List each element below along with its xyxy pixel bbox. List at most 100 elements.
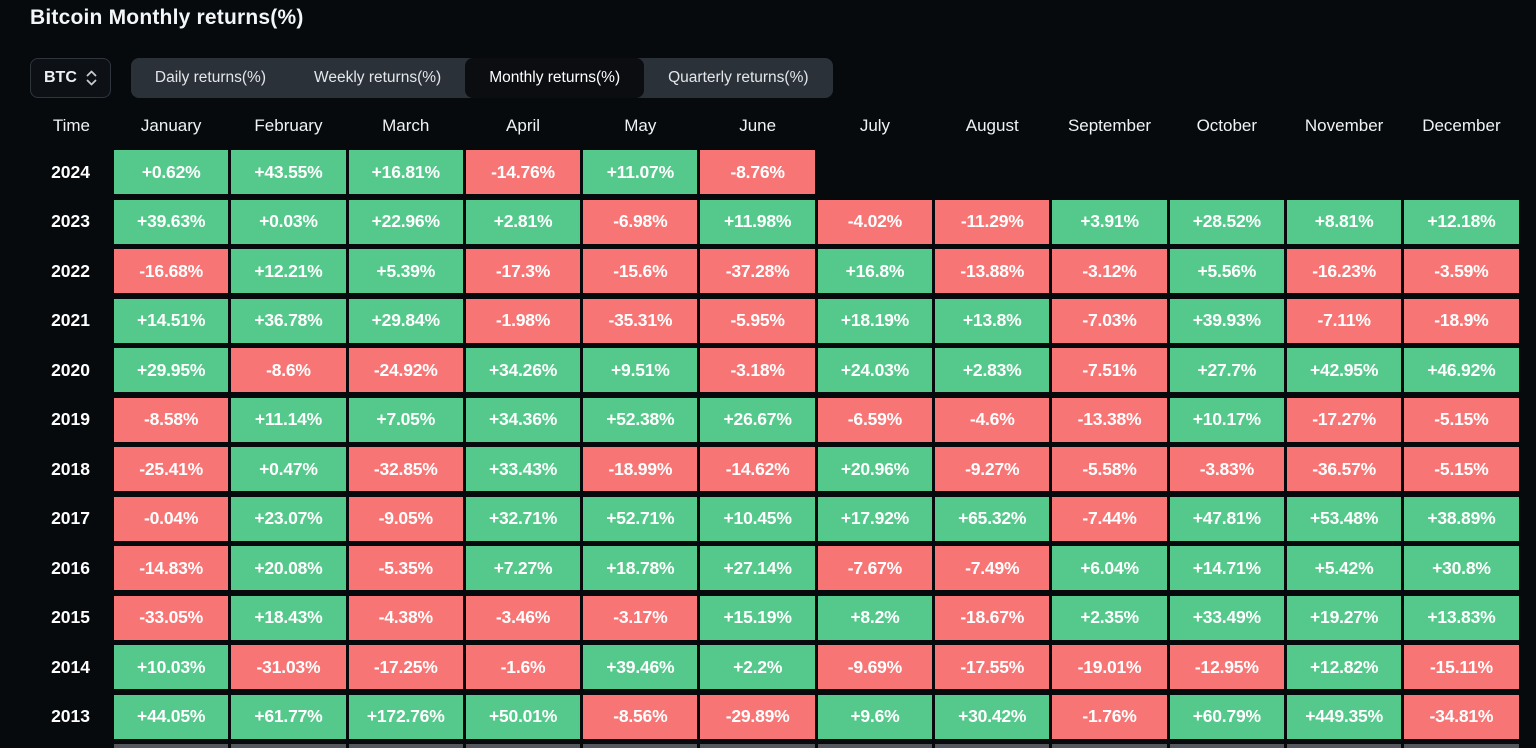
return-cell: -7.51%	[1052, 348, 1167, 392]
controls-bar: BTC Daily returns(%) Weekly returns(%) Mon…	[30, 58, 833, 98]
return-cell: -6.98%	[583, 199, 698, 244]
table-row: 2019 -8.58% +11.14% +7.05% +34.36% +52.38% +26…	[0, 397, 1536, 442]
return-cell: +28.52%	[1169, 199, 1284, 244]
table-body: 2024 +0.62% +43.55% +16.81% -14.76% +11.07% -8…	[0, 150, 1536, 748]
return-cell: +29.84%	[348, 298, 463, 343]
return-cell: +12.18%	[1404, 199, 1519, 244]
return-cell: +36.78%	[231, 298, 346, 343]
month-column-header: September	[1067, 116, 1152, 135]
empty-cell	[935, 150, 1049, 194]
time-column-header: Time	[52, 116, 90, 135]
return-cell: -18.9%	[1404, 298, 1519, 343]
return-cell: -1.76%	[1052, 694, 1167, 739]
return-cell: -5.95%	[700, 298, 815, 343]
return-cell: +9.51%	[583, 348, 698, 392]
return-cell: -3.83%	[1169, 447, 1284, 491]
return-cell: +34.36%	[465, 397, 581, 442]
empty-cell	[1404, 150, 1518, 194]
return-cell: +53.48%	[1286, 496, 1402, 541]
return-cell: -4.38%	[348, 595, 463, 640]
table-row: 2020 +29.95% -8.6% -24.92% +34.26% +9.51% -3.1…	[0, 348, 1536, 392]
return-cell: +52.38%	[583, 397, 698, 442]
return-cell: -1.6%	[465, 645, 581, 689]
table-row: 2014 +10.03% -31.03% -17.25% -1.6% +39.46% +2.…	[0, 645, 1536, 689]
return-cell-clipped	[583, 744, 698, 748]
return-cell: +38.89%	[1404, 496, 1519, 541]
return-cell-clipped	[114, 744, 229, 748]
return-cell: -12.95%	[1169, 645, 1284, 689]
empty-cell	[1052, 150, 1166, 194]
empty-cell	[818, 150, 932, 194]
return-cell: -7.03%	[1052, 298, 1167, 343]
row-year-label: 2015	[51, 607, 90, 627]
return-cell: +32.71%	[465, 496, 581, 541]
tab-quarterly-returns[interactable]: Quarterly returns(%)	[668, 69, 809, 86]
return-cell-clipped	[1052, 744, 1167, 748]
return-cell-clipped	[231, 744, 346, 748]
return-cell: -9.27%	[935, 447, 1050, 491]
return-cell-clipped	[1169, 744, 1284, 748]
return-cell: -9.69%	[817, 645, 933, 689]
tab-monthly-returns[interactable]: Monthly returns(%)	[465, 58, 645, 98]
updown-chevron-icon	[86, 69, 97, 87]
return-cell: -3.12%	[1052, 249, 1167, 293]
return-cell: -7.49%	[935, 546, 1050, 590]
return-cell: -29.89%	[700, 694, 815, 739]
return-cell: -17.3%	[465, 249, 581, 293]
return-cell: -4.02%	[817, 199, 933, 244]
return-cell: +61.77%	[231, 694, 346, 739]
row-year-label: 2013	[51, 706, 90, 726]
return-cell: -33.05%	[114, 595, 229, 640]
table-row: 2018 -25.41% +0.47% -32.85% +33.43% -18.99% -1…	[0, 447, 1536, 491]
return-cell: +8.81%	[1286, 199, 1402, 244]
return-cell-clipped	[700, 744, 815, 748]
return-cell: +18.78%	[583, 546, 698, 590]
table-row: 2024 +0.62% +43.55% +16.81% -14.76% +11.07% -8…	[0, 150, 1536, 194]
return-cell: +33.43%	[465, 447, 581, 491]
table-row: 2017 -0.04% +23.07% -9.05% +32.71% +52.71% +10…	[0, 496, 1536, 541]
month-column-header: November	[1304, 116, 1384, 135]
return-cell: +46.92%	[1404, 348, 1519, 392]
return-cell: +65.32%	[935, 496, 1050, 541]
return-cell: +16.8%	[817, 249, 933, 293]
return-cell: -25.41%	[114, 447, 229, 491]
return-cell: -4.6%	[935, 397, 1050, 442]
return-cell: +2.81%	[465, 199, 581, 244]
return-cell: -3.17%	[583, 595, 698, 640]
return-cell: -15.11%	[1404, 645, 1519, 689]
return-cell: +30.42%	[935, 694, 1050, 739]
return-cell: -1.98%	[465, 298, 581, 343]
return-cell: -14.76%	[465, 150, 581, 194]
return-cell: +20.96%	[817, 447, 933, 491]
return-cell: +16.81%	[348, 150, 463, 194]
return-cell: +27.7%	[1169, 348, 1284, 392]
return-cell: +13.83%	[1404, 595, 1519, 640]
table-header-row: Time January February March April May June July…	[0, 110, 1536, 142]
month-column-header: January	[140, 116, 202, 135]
return-cell: +2.35%	[1052, 595, 1167, 640]
return-cell: -7.11%	[1286, 298, 1402, 343]
return-cell: +6.04%	[1052, 546, 1167, 590]
return-cell: +39.63%	[114, 199, 229, 244]
return-cell: +2.2%	[700, 645, 815, 689]
return-cell: -3.59%	[1404, 249, 1519, 293]
return-cell: -35.31%	[583, 298, 698, 343]
tab-daily-returns[interactable]: Daily returns(%)	[154, 69, 266, 86]
return-cell: +27.14%	[700, 546, 815, 590]
return-cell: +39.93%	[1169, 298, 1284, 343]
return-cell: +8.2%	[817, 595, 933, 640]
row-year-label: 2021	[51, 310, 90, 330]
return-cell: -5.15%	[1404, 447, 1519, 491]
month-column-header: August	[965, 116, 1019, 135]
row-year-label: 2023	[51, 211, 90, 231]
return-cell-clipped	[1286, 744, 1402, 748]
row-year-label: 2022	[51, 260, 90, 281]
return-cell: +39.46%	[583, 645, 698, 689]
return-cell: -16.68%	[114, 249, 229, 293]
return-cell: +52.71%	[583, 496, 698, 541]
return-cell: -15.6%	[583, 249, 698, 293]
return-cell: -17.27%	[1286, 397, 1402, 442]
tab-weekly-returns[interactable]: Weekly returns(%)	[314, 69, 442, 86]
symbol-select[interactable]: BTC	[30, 58, 111, 98]
return-cell: -17.55%	[935, 645, 1050, 689]
